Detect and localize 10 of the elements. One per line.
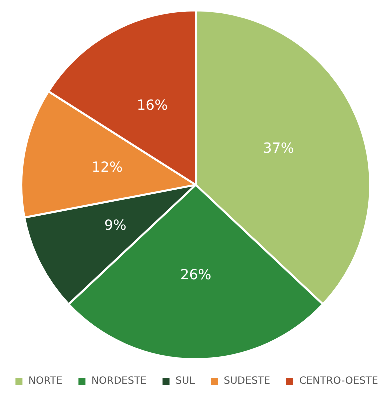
data-label: 16%: [136, 98, 168, 114]
data-label: 9%: [104, 218, 127, 234]
legend-label: CENTRO-OESTE: [299, 376, 378, 387]
data-label: 37%: [263, 141, 294, 158]
legend-label: NORTE: [28, 376, 63, 387]
data-label: 12%: [92, 160, 123, 176]
legend-label: SUL: [176, 376, 196, 387]
legend-label: NORDESTE: [92, 376, 147, 387]
data-label: 26%: [180, 267, 212, 284]
legend-label: SUDESTE: [224, 376, 270, 387]
